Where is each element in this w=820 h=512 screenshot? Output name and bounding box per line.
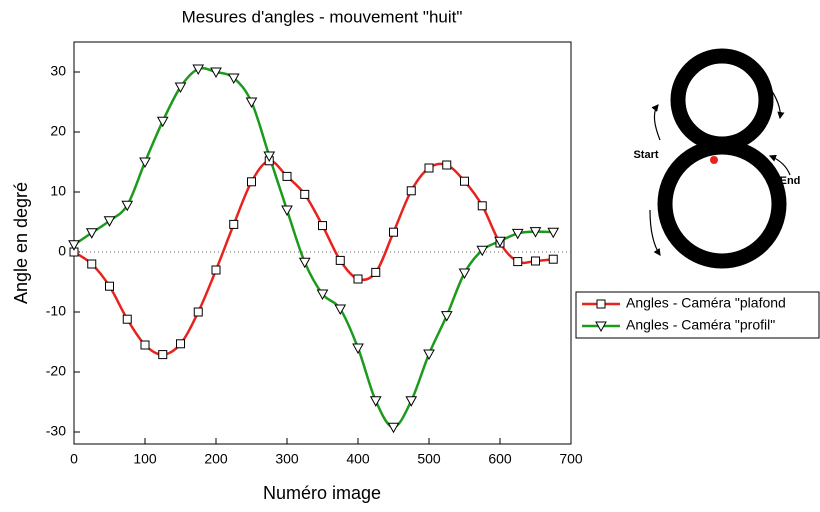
marker: [423, 349, 435, 361]
series-line: [73, 159, 554, 356]
marker: [68, 240, 80, 251]
ring-top: [670, 48, 774, 152]
marker: [406, 186, 416, 196]
marker: [192, 64, 205, 76]
marker: [547, 227, 560, 239]
marker: [121, 200, 134, 212]
x-tick-label: 100: [133, 451, 157, 467]
marker: [281, 205, 293, 217]
marker: [460, 176, 469, 186]
annotation: Start: [633, 149, 658, 161]
x-tick-label: 700: [559, 451, 583, 467]
y-tick-label: 10: [50, 183, 66, 199]
marker: [334, 304, 347, 316]
marker: [494, 236, 506, 248]
start-dot: [710, 156, 718, 164]
marker: [263, 151, 276, 163]
marker: [210, 67, 222, 79]
marker: [389, 227, 398, 237]
marker: [424, 163, 434, 173]
marker: [158, 350, 168, 360]
marker: [85, 228, 98, 239]
marker: [405, 396, 418, 407]
arrow: [767, 84, 785, 120]
marker: [371, 267, 381, 277]
marker: [174, 82, 187, 94]
y-axis-label: Angle en degré: [11, 182, 31, 304]
x-tick-label: 600: [488, 451, 512, 467]
legend-label: Angles - Caméra "plafond: [626, 295, 786, 311]
marker: [335, 255, 345, 265]
chart-title: Mesures d'angles - mouvement "huit": [182, 7, 463, 26]
marker: [139, 157, 151, 169]
marker: [122, 314, 132, 324]
marker: [298, 257, 311, 269]
y-tick-label: -20: [46, 363, 66, 379]
arrow: [649, 209, 661, 256]
x-tick-label: 500: [417, 451, 441, 467]
marker: [511, 228, 524, 240]
marker: [87, 259, 97, 269]
y-tick-label: 0: [58, 243, 66, 259]
marker: [282, 171, 292, 181]
marker: [387, 422, 400, 434]
marker: [442, 160, 452, 170]
marker: [156, 116, 169, 128]
legend-marker: [596, 299, 606, 309]
figure-eight: Start End: [633, 48, 801, 269]
marker: [247, 177, 256, 187]
marker: [352, 343, 364, 355]
marker: [440, 311, 453, 322]
marker: [458, 268, 471, 280]
y-tick-label: 20: [50, 123, 66, 139]
marker: [529, 227, 542, 238]
series-line: [73, 66, 554, 429]
arrow: [651, 104, 661, 141]
legend-label: Angles - Caméra "profil": [626, 317, 775, 333]
ring-bottom: [657, 139, 787, 269]
marker: [476, 245, 489, 257]
marker: [300, 189, 310, 199]
legend-box: [575, 291, 820, 339]
annotation: End: [780, 175, 801, 187]
marker: [477, 201, 487, 211]
marker: [193, 307, 203, 317]
x-tick-label: 300: [275, 451, 299, 467]
marker: [227, 73, 240, 85]
y-tick-label: 30: [50, 63, 66, 79]
marker: [318, 221, 327, 231]
marker: [176, 339, 185, 349]
legend-marker: [595, 321, 607, 333]
arrow: [768, 154, 791, 176]
x-tick-label: 200: [204, 451, 228, 467]
marker: [229, 219, 239, 229]
marker: [105, 281, 114, 291]
marker: [531, 256, 540, 266]
y-tick-label: -10: [46, 303, 66, 319]
x-axis-label: Numéro image: [263, 483, 381, 503]
marker: [211, 265, 221, 275]
marker: [103, 216, 116, 227]
marker: [316, 289, 329, 301]
x-tick-label: 0: [70, 451, 78, 467]
marker: [513, 257, 523, 267]
y-tick-label: -30: [46, 423, 66, 439]
marker: [140, 340, 150, 350]
marker: [245, 97, 258, 109]
marker: [369, 396, 382, 407]
x-tick-label: 400: [346, 451, 370, 467]
marker: [548, 254, 558, 264]
marker: [353, 274, 363, 284]
